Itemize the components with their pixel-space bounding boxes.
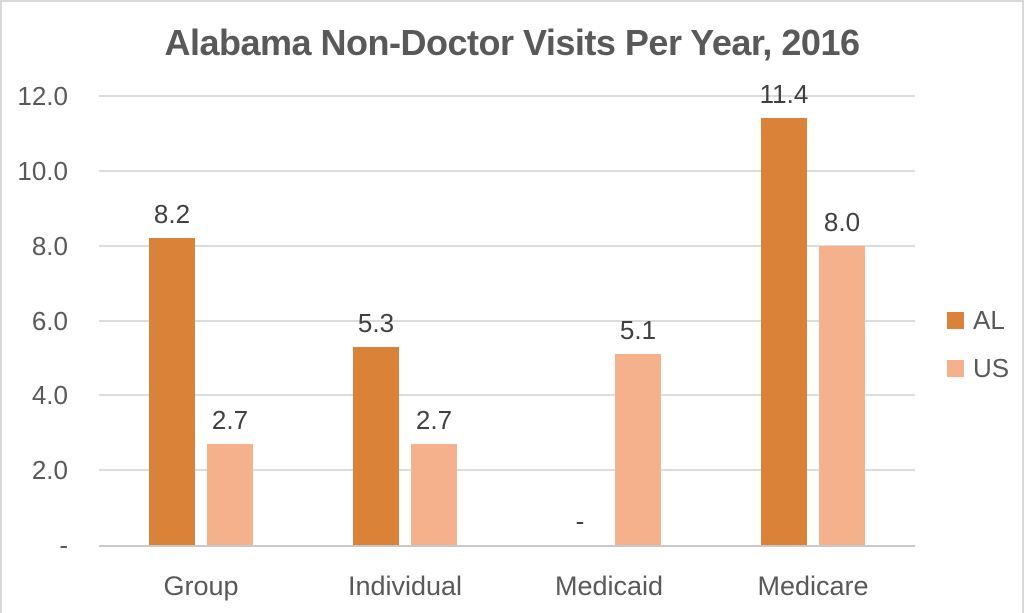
data-label-us-individual: 2.7: [415, 404, 453, 435]
legend-item-us: US: [947, 353, 1009, 383]
bar-al-medicare: [761, 118, 807, 545]
data-label-us-medicaid: 5.1: [619, 315, 657, 346]
y-axis-tick-label: 10.0: [17, 155, 68, 186]
data-label-us-medicare: 8.0: [823, 206, 861, 237]
x-axis-category-label: Medicaid: [554, 571, 664, 601]
bar-us-individual: [411, 443, 457, 545]
data-label-al-medicaid: -: [575, 506, 585, 536]
data-label-al-medicare: 11.4: [759, 79, 809, 110]
bar-al-individual: [353, 346, 399, 545]
legend-swatch-us-icon: [947, 359, 964, 377]
y-axis-tick-label: 12.0: [17, 81, 68, 111]
legend-item-al: AL: [947, 305, 1005, 335]
x-axis-category-label: Medicare: [757, 571, 869, 601]
bar-us-medicare: [819, 245, 865, 545]
gridline: [99, 244, 915, 247]
data-label-us-group: 2.7: [211, 404, 249, 435]
gridline: [99, 469, 915, 472]
x-axis-category-label: Individual: [347, 571, 463, 601]
chart-title: Alabama Non-Doctor Visits Per Year, 2016: [164, 22, 860, 63]
y-axis-tick-label: 4.0: [31, 380, 68, 411]
gridline: [99, 394, 915, 397]
x-axis-category-label: Group: [163, 571, 239, 601]
data-label-al-individual: 5.3: [357, 307, 395, 338]
y-axis-tick-label: 2.0: [31, 455, 68, 486]
legend-swatch-al-icon: [947, 311, 964, 329]
gridline: [99, 319, 915, 322]
y-axis-tick-label: 6.0: [31, 305, 68, 336]
legend-label-al: AL: [973, 304, 1005, 335]
bar-us-group: [207, 443, 253, 545]
gridline: [99, 95, 915, 97]
x-axis-line: [99, 545, 915, 547]
bar-us-medicaid: [615, 354, 661, 545]
bar-al-group: [149, 238, 195, 545]
y-axis-tick-label: 8.0: [31, 230, 68, 261]
data-label-al-group: 8.2: [153, 199, 191, 230]
y-axis-tick-label: -: [59, 530, 68, 560]
gridline: [99, 169, 915, 172]
legend-label-us: US: [973, 352, 1010, 383]
